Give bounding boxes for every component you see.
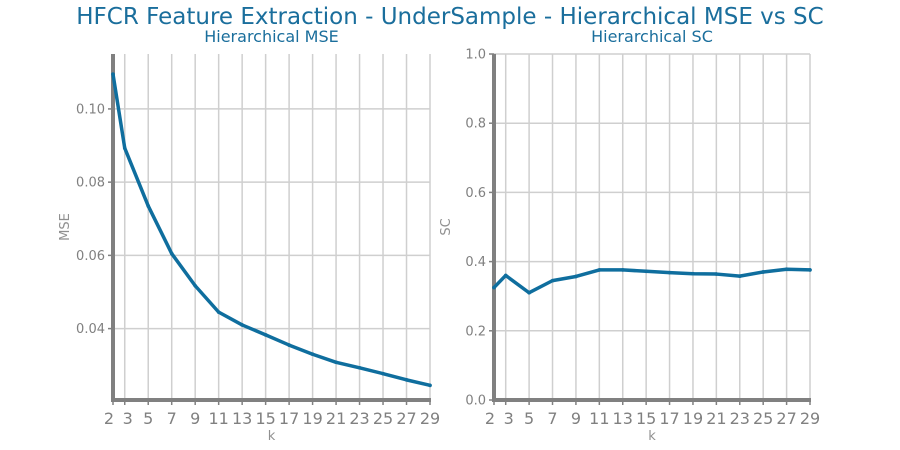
sc-data-point-k2 <box>492 285 496 290</box>
mse-ytick-label: 0.06 <box>76 249 105 264</box>
mse-data-point-k7 <box>169 251 174 256</box>
sc-xtick-label: 21 <box>706 409 726 428</box>
sc-data-point-k23 <box>737 274 742 278</box>
sc-xtick-label: 13 <box>613 409 633 428</box>
mse-panel-title: Hierarchical MSE <box>204 27 339 46</box>
mse-data-point-k5 <box>146 204 151 208</box>
sc-data-point-k15 <box>644 269 648 274</box>
mse-x-axis-label: k <box>268 429 276 444</box>
sc-data-point-k19 <box>691 271 695 276</box>
sc-xtick-label: 3 <box>504 409 514 428</box>
sc-ytick-label: 0.4 <box>465 255 486 270</box>
sc-data-point-k21 <box>714 272 719 276</box>
mse-xtick-label: 17 <box>279 409 299 428</box>
sc-ytick-label: 0.0 <box>465 394 486 409</box>
sc-y-axis-label: SC <box>439 218 454 235</box>
sc-data-point-k3 <box>503 273 508 278</box>
sc-data-point-k13 <box>620 268 625 272</box>
mse-data-point-k23 <box>357 365 362 370</box>
mse-xtick-label: 25 <box>373 409 393 428</box>
sc-xtick-label: 29 <box>800 409 820 428</box>
sc-ytick-label: 0.2 <box>465 324 486 339</box>
sc-xtick-label: 7 <box>547 409 557 428</box>
mse-data-point-k11 <box>216 310 221 314</box>
sc-xtick-label: 25 <box>753 409 773 428</box>
mse-data-point-k25 <box>381 371 385 376</box>
mse-xtick-label: 2 <box>104 409 114 428</box>
mse-xtick-label: 13 <box>232 409 252 428</box>
mse-data-point-k13 <box>240 323 244 327</box>
mse-data-point-k17 <box>287 343 291 347</box>
mse-xtick-label: 7 <box>167 409 177 428</box>
mse-xtick-label: 9 <box>190 409 200 428</box>
sc-x-axis-label: k <box>648 429 656 444</box>
mse-xtick-label: 5 <box>143 409 153 428</box>
mse-data-point-k3 <box>122 146 127 150</box>
sc-ytick-label: 0.8 <box>465 117 486 132</box>
mse-data-point-k15 <box>263 333 268 337</box>
sc-xtick-label: 27 <box>776 409 796 428</box>
mse-data-point-k29 <box>428 383 432 388</box>
sc-data-point-k17 <box>667 270 672 275</box>
sc-xtick-label: 15 <box>636 409 656 428</box>
mse-data-point-k19 <box>310 352 315 357</box>
sc-data-point-k7 <box>550 278 555 283</box>
sc-data-point-k9 <box>574 274 578 279</box>
sc-data-point-k25 <box>761 270 765 274</box>
mse-xtick-label: 29 <box>420 409 440 428</box>
sc-xtick-label: 19 <box>683 409 703 428</box>
mse-data-point-k9 <box>193 283 197 288</box>
mse-xtick-label: 3 <box>123 409 133 428</box>
sc-xtick-label: 9 <box>571 409 581 428</box>
mse-data-point-k2 <box>111 72 115 76</box>
sc-xtick-label: 2 <box>485 409 495 428</box>
sc-ytick-label: 0.6 <box>465 186 486 201</box>
mse-xtick-label: 23 <box>349 409 369 428</box>
sc-data-point-k29 <box>808 268 812 272</box>
mse-ytick-label: 0.10 <box>76 102 105 117</box>
mse-xtick-label: 15 <box>255 409 275 428</box>
mse-data-point-k21 <box>334 360 338 365</box>
sc-ytick-label: 1.0 <box>465 48 486 63</box>
mse-y-axis-label: MSE <box>58 213 73 241</box>
figure-title: HFCR Feature Extraction - UnderSample - … <box>76 4 824 30</box>
sc-xtick-label: 5 <box>524 409 534 428</box>
mse-xtick-label: 19 <box>302 409 322 428</box>
sc-xtick-label: 23 <box>730 409 750 428</box>
mse-xtick-label: 21 <box>326 409 346 428</box>
sc-xtick-label: 11 <box>589 409 609 428</box>
sc-data-point-k11 <box>597 268 602 272</box>
sc-data-point-k27 <box>784 267 789 272</box>
mse-ytick-label: 0.08 <box>76 176 105 191</box>
mse-data-point-k27 <box>404 378 409 382</box>
sc-panel-title: Hierarchical SC <box>591 27 713 46</box>
mse-xtick-label: 27 <box>396 409 416 428</box>
mse-ytick-label: 0.04 <box>76 322 105 337</box>
sc-xtick-label: 17 <box>659 409 679 428</box>
mse-xtick-label: 11 <box>208 409 228 428</box>
sc-data-point-k5 <box>527 290 531 295</box>
